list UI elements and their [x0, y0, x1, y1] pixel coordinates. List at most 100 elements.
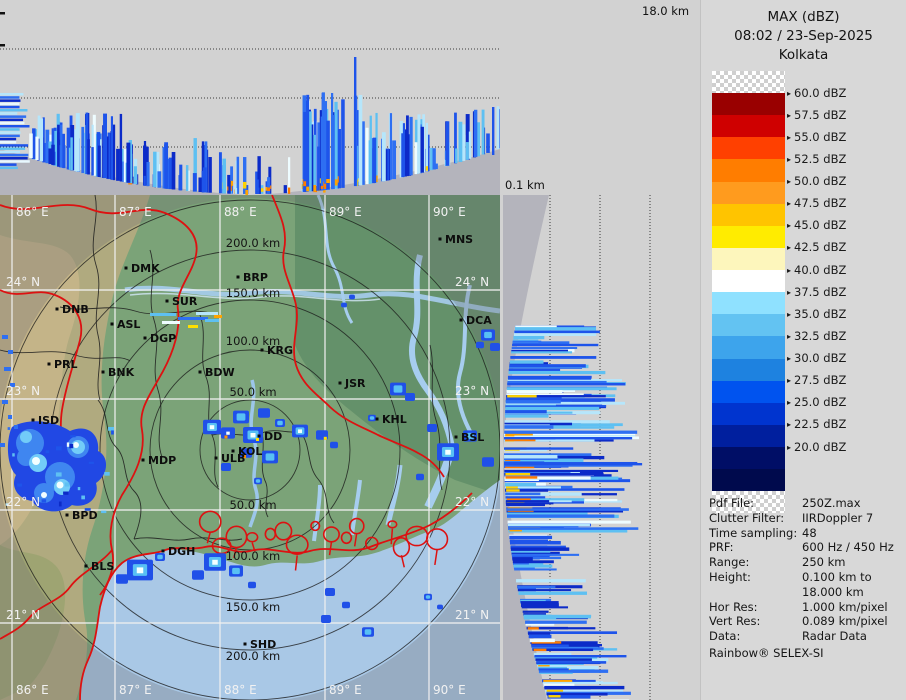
city-label: BRP — [243, 271, 268, 284]
city-label: BLS — [91, 560, 114, 573]
colorbar-color-cell — [712, 181, 785, 204]
dbz-level-label: ▸ 55.0 dBZ — [787, 129, 847, 144]
range-ring-label: 100.0 km — [226, 334, 280, 348]
city-marker — [375, 417, 379, 421]
longitude-label: 89° E — [329, 205, 362, 219]
level-arrow-icon: ▸ — [787, 265, 792, 275]
level-arrow-icon: ▸ — [787, 287, 792, 297]
ns-max-profile-panel[interactable] — [503, 195, 700, 700]
latitude-label: 21° N — [6, 608, 40, 622]
city-label: PRL — [54, 358, 78, 371]
colorbar-checker-cell — [712, 71, 785, 93]
latitude-label: 22° N — [6, 495, 40, 509]
range-ring-label: 100.0 km — [226, 549, 280, 563]
ew-max-profile-panel[interactable] — [0, 0, 500, 195]
colorbar-color-cell — [712, 402, 785, 425]
city-marker — [124, 266, 128, 270]
legend-panel: MAX (dBZ) 08:02 / 23-Sep-2025 Kolkata ▸ 6… — [700, 0, 906, 700]
longitude-label: 90° E — [433, 683, 466, 697]
height-axis-min-label: 0.1 km — [505, 178, 545, 192]
range-ring-label: 150.0 km — [226, 286, 280, 300]
city-marker — [47, 362, 51, 366]
city-label: MDP — [148, 454, 176, 467]
level-arrow-icon: ▸ — [787, 88, 792, 98]
city-marker — [459, 318, 463, 322]
colorbar-checker-cell — [712, 491, 785, 514]
colorbar-color-cell — [712, 270, 785, 293]
latitude-label: 23° N — [6, 384, 40, 398]
level-arrow-icon: ▸ — [787, 398, 792, 408]
level-arrow-icon: ▸ — [787, 199, 792, 209]
range-ring-label: 50.0 km — [229, 385, 276, 399]
latitude-label: 23° N — [455, 384, 489, 398]
colorbar-color-cell — [712, 314, 785, 337]
dbz-level-label: ▸ 20.0 dBZ — [787, 439, 847, 454]
colorbar-color-cell — [712, 380, 785, 403]
city-label: KHL — [382, 413, 407, 426]
city-label: ULB — [221, 452, 245, 465]
dbz-level-label: ▸ 57.5 dBZ — [787, 107, 847, 122]
city-marker — [198, 370, 202, 374]
city-marker — [260, 348, 264, 352]
latitude-label: 22° N — [455, 495, 489, 509]
range-ring-label: 50.0 km — [229, 498, 276, 512]
city-marker — [101, 370, 105, 374]
city-label: SUR — [172, 295, 198, 308]
metadata-row: Hor Res: 1.000 km/pixel — [709, 599, 888, 614]
product-timestamp: 08:02 / 23-Sep-2025 — [734, 28, 873, 44]
longitude-label: 90° E — [433, 205, 466, 219]
city-marker — [231, 449, 235, 453]
level-arrow-icon: ▸ — [787, 442, 792, 452]
city-label: DD — [264, 430, 282, 443]
product-title: MAX (dBZ) — [767, 9, 840, 25]
legend-title-block: MAX (dBZ) 08:02 / 23-Sep-2025 Kolkata — [701, 8, 906, 65]
level-arrow-icon: ▸ — [787, 221, 792, 231]
metadata-row: Data: Radar Data — [709, 629, 867, 644]
dbz-level-label: ▸ 42.5 dBZ — [787, 240, 847, 255]
level-arrow-icon: ▸ — [787, 243, 792, 253]
city-label: ASL — [117, 318, 140, 331]
metadata-row: Pdf File: 250Z.max — [709, 496, 861, 510]
metadata-row: Height: 0.100 km to — [709, 569, 872, 584]
city-label: BNK — [108, 366, 135, 379]
city-label: DGH — [168, 545, 195, 558]
level-arrow-icon: ▸ — [787, 420, 792, 430]
city-label: KRG — [267, 344, 293, 357]
colorbar-color-cell — [712, 225, 785, 248]
range-ring-label: 200.0 km — [226, 236, 280, 250]
dbz-level-label: ▸ 37.5 dBZ — [787, 284, 847, 299]
longitude-label: 86° E — [16, 683, 49, 697]
city-label: BDW — [205, 366, 235, 379]
dbz-level-label: ▸ 52.5 dBZ — [787, 151, 847, 166]
metadata-row: PRF: 600 Hz / 450 Hz — [709, 540, 894, 555]
longitude-label: 87° E — [119, 683, 152, 697]
city-label: DNB — [62, 303, 89, 316]
dbz-level-label: ▸ 27.5 dBZ — [787, 373, 847, 388]
level-arrow-icon: ▸ — [787, 177, 792, 186]
dbz-level-label: ▸ 60.0 dBZ — [787, 85, 847, 100]
city-label: DCA — [466, 314, 492, 327]
city-marker — [110, 322, 114, 326]
metadata-row: Clutter Filter: IIRDoppler 7 — [709, 510, 874, 525]
city-marker — [243, 642, 247, 646]
colorbar-color-cell — [712, 137, 785, 160]
dbz-level-label: ▸ 35.0 dBZ — [787, 306, 847, 321]
city-marker — [143, 336, 147, 340]
city-marker — [55, 307, 59, 311]
level-arrow-icon: ▸ — [787, 132, 792, 142]
level-arrow-icon: ▸ — [787, 376, 792, 386]
radar-map-panel[interactable]: 86° E 86° E 87° E 87° E 88° E 88° E 89° E 89° E… — [0, 195, 500, 700]
city-label: JSR — [344, 377, 366, 390]
longitude-label: 86° E — [16, 205, 49, 219]
colorbar-color-cell — [712, 358, 785, 381]
colorbar-color-cell — [712, 292, 785, 315]
city-marker — [165, 299, 169, 303]
latitude-label: 24° N — [6, 275, 40, 289]
latitude-label: 24° N — [455, 275, 489, 289]
height-axis-max-label: 18.0 km — [642, 4, 690, 18]
colorbar-color-cell — [712, 424, 785, 447]
level-arrow-icon: ▸ — [787, 110, 792, 120]
colorbar-color-cell — [712, 469, 785, 492]
city-marker — [236, 275, 240, 279]
